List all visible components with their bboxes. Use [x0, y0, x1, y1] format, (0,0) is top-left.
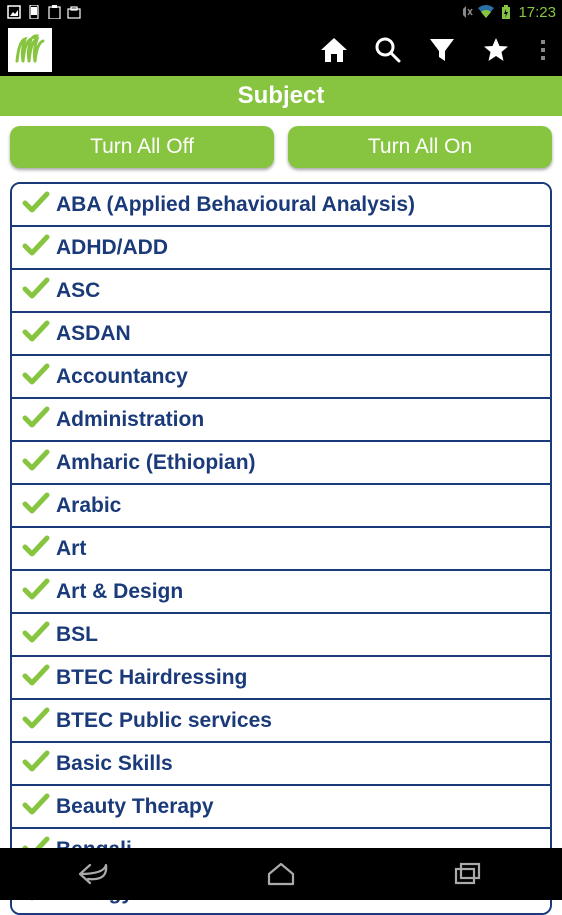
- subject-label: ABA (Applied Behavioural Analysis): [56, 193, 415, 217]
- list-item[interactable]: Arabic: [12, 485, 550, 528]
- subject-label: Art & Design: [56, 580, 183, 604]
- list-item[interactable]: Art: [12, 528, 550, 571]
- toggle-row: Turn All Off Turn All On: [0, 116, 562, 176]
- status-left: [6, 4, 82, 20]
- subject-label: BSL: [56, 623, 98, 647]
- check-icon: [22, 578, 50, 605]
- search-icon[interactable]: [370, 32, 406, 68]
- app-bar: [0, 24, 562, 76]
- status-bar: 17:23: [0, 0, 562, 24]
- check-icon: [22, 406, 50, 433]
- back-button[interactable]: [64, 856, 124, 892]
- star-icon[interactable]: [478, 32, 514, 68]
- subject-label: BTEC Public services: [56, 709, 272, 733]
- subject-label: Beauty Therapy: [56, 795, 214, 819]
- clipboard-icon: [46, 4, 62, 20]
- list-item[interactable]: BTEC Public services: [12, 700, 550, 743]
- subject-label: Administration: [56, 408, 204, 432]
- turn-all-on-button[interactable]: Turn All On: [288, 126, 552, 168]
- recent-apps-button[interactable]: [438, 856, 498, 892]
- list-item[interactable]: Art & Design: [12, 571, 550, 614]
- check-icon: [22, 277, 50, 304]
- briefcase-icon: [66, 4, 82, 20]
- check-icon: [22, 492, 50, 519]
- list-item[interactable]: Beauty Therapy: [12, 786, 550, 829]
- check-icon: [22, 621, 50, 648]
- image-icon: [6, 4, 22, 20]
- status-right: 17:23: [458, 4, 556, 21]
- list-item[interactable]: ASC: [12, 270, 550, 313]
- subject-label: Amharic (Ethiopian): [56, 451, 256, 475]
- subject-label: Arabic: [56, 494, 121, 518]
- subject-label: BTEC Hairdressing: [56, 666, 247, 690]
- check-icon: [22, 750, 50, 777]
- home-icon[interactable]: [316, 32, 352, 68]
- subject-list: ABA (Applied Behavioural Analysis) ADHD/A…: [10, 182, 552, 915]
- check-icon: [22, 535, 50, 562]
- list-item[interactable]: ASDAN: [12, 313, 550, 356]
- check-icon: [22, 191, 50, 218]
- list-item[interactable]: ADHD/ADD: [12, 227, 550, 270]
- wifi-icon: [478, 4, 494, 20]
- menu-overflow-icon[interactable]: [532, 32, 554, 68]
- check-icon: [22, 793, 50, 820]
- list-item[interactable]: Accountancy: [12, 356, 550, 399]
- battery-icon: [498, 4, 514, 20]
- list-item[interactable]: Amharic (Ethiopian): [12, 442, 550, 485]
- check-icon: [22, 707, 50, 734]
- subject-label: Accountancy: [56, 365, 188, 389]
- check-icon: [22, 320, 50, 347]
- subject-list-container: ABA (Applied Behavioural Analysis) ADHD/A…: [0, 176, 562, 915]
- list-item[interactable]: Administration: [12, 399, 550, 442]
- home-button[interactable]: [251, 856, 311, 892]
- subject-label: Art: [56, 537, 86, 561]
- system-nav-bar: [0, 848, 562, 900]
- list-item[interactable]: BSL: [12, 614, 550, 657]
- app-logo[interactable]: [8, 28, 52, 72]
- page-title: Subject: [0, 76, 562, 116]
- clock-text: 17:23: [518, 4, 556, 21]
- check-icon: [22, 363, 50, 390]
- subject-label: Basic Skills: [56, 752, 173, 776]
- mute-icon: [458, 4, 474, 20]
- list-item[interactable]: BTEC Hairdressing: [12, 657, 550, 700]
- subject-label: ASC: [56, 279, 100, 303]
- list-item[interactable]: ABA (Applied Behavioural Analysis): [12, 184, 550, 227]
- list-item[interactable]: Basic Skills: [12, 743, 550, 786]
- check-icon: [22, 664, 50, 691]
- turn-all-off-button[interactable]: Turn All Off: [10, 126, 274, 168]
- check-icon: [22, 449, 50, 476]
- subject-label: ADHD/ADD: [56, 236, 168, 260]
- subject-label: ASDAN: [56, 322, 131, 346]
- filter-icon[interactable]: [424, 32, 460, 68]
- phone-icon: [26, 4, 42, 20]
- check-icon: [22, 234, 50, 261]
